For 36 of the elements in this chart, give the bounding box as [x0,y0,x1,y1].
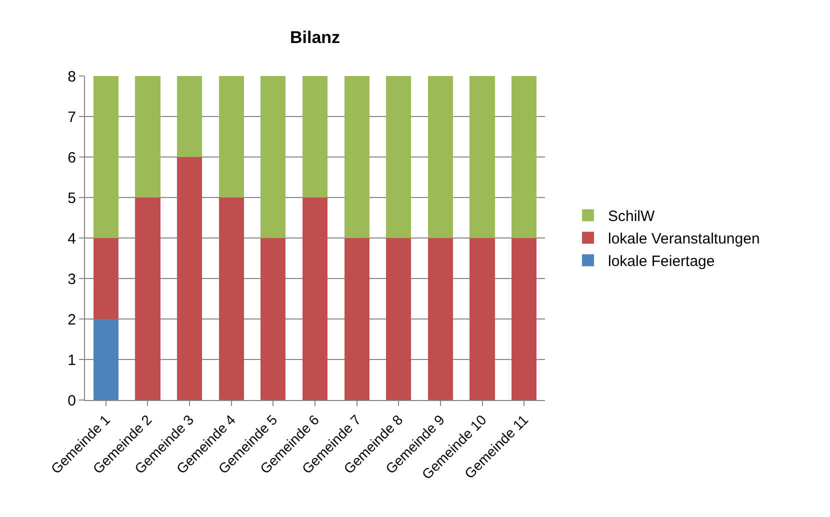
bar [93,238,118,319]
bar [428,238,453,400]
bar [470,238,495,400]
bar [218,76,244,198]
bar [344,238,370,400]
bar [135,76,160,198]
bar [512,238,537,400]
y-tick-label: 7 [68,108,76,126]
bar [428,76,453,238]
y-tick-label: 3 [68,270,76,288]
bar [344,76,370,238]
legend-label: lokale Feiertage [608,253,715,270]
bar [470,76,495,238]
bar [512,76,537,238]
bar [260,76,286,238]
bar [386,76,412,238]
bar [260,238,286,400]
bar [302,198,328,400]
y-tick-label: 2 [68,311,76,328]
y-tick-label: 6 [68,149,76,166]
bar [93,319,118,400]
bar [386,238,412,400]
bar [177,76,202,157]
legend-label: lokale Veranstaltungen [608,230,760,248]
y-tick-label: 8 [68,68,76,86]
bar [135,198,160,400]
y-tick-label: 5 [68,190,76,207]
bar [93,76,118,238]
y-tick-label: 0 [68,392,76,410]
bar [218,198,244,400]
bar [302,76,328,198]
bar [177,157,202,400]
y-tick-label: 1 [68,352,76,369]
legend-label: SchilW [608,208,656,226]
y-tick-label: 4 [68,230,76,248]
chart-title: Bilanz [290,28,340,47]
